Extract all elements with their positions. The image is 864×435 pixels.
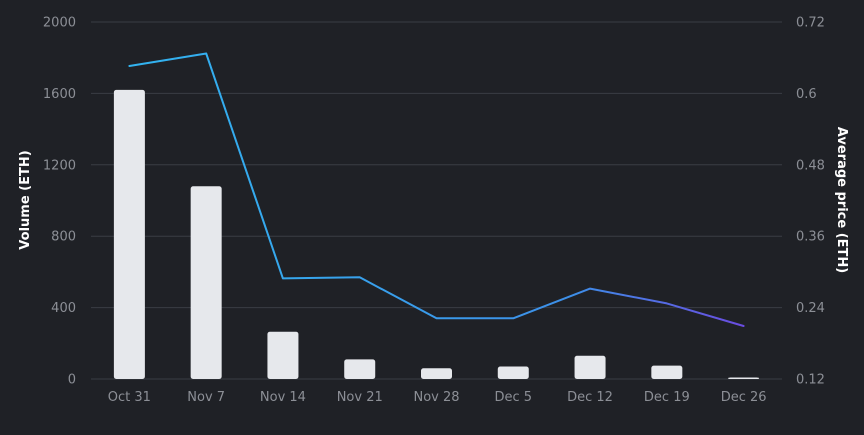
volume-bar [113,89,145,379]
left-tick-label: 2000 [43,16,76,31]
left-tick-label: 1600 [43,87,76,102]
x-tick-label: Dec 12 [567,390,613,405]
price-line [128,52,745,327]
right-tick-label: 0.6 [796,87,817,102]
volume-bar [267,331,299,379]
volume-bar [344,359,376,379]
x-tick-label: Dec 26 [721,390,767,405]
left-axis-title: Volume (ETH) [18,150,33,249]
right-tick-label: 0.72 [796,16,825,31]
right-tick-label: 0.24 [796,301,825,316]
right-axis-title: Average price (ETH) [834,127,849,273]
left-tick-label: 0 [68,373,76,388]
right-tick-label: 0.36 [796,230,825,245]
volume-bar [421,368,452,379]
x-tick-label: Nov 7 [187,390,225,405]
left-tick-label: 1200 [43,158,76,173]
price-line-series [128,52,745,327]
x-tick-label: Nov 21 [337,390,383,405]
x-axis-ticks: Oct 31 Nov 7 Nov 14 Nov 21 Nov 28 Dec 5 Dec 12… [108,390,767,405]
volume-bar [190,186,222,379]
x-tick-label: Nov 28 [413,390,459,405]
x-tick-label: Nov 14 [260,390,306,405]
x-tick-label: Oct 31 [108,390,151,405]
x-tick-label: Dec 19 [644,390,690,405]
left-axis-ticks: 0 400 800 1200 1600 2000 [43,16,76,388]
volume-bar [651,365,683,379]
right-axis-ticks: 0.12 0.24 0.36 0.48 0.6 0.72 [796,16,825,388]
right-tick-label: 0.12 [796,373,825,388]
right-tick-label: 0.48 [796,158,825,173]
x-tick-label: Dec 5 [494,390,532,405]
volume-bar [574,355,606,379]
volume-bar [728,377,760,379]
left-tick-label: 400 [51,301,76,316]
left-tick-label: 800 [51,230,76,245]
volume-bars [113,89,760,379]
volume-bar [497,366,529,379]
